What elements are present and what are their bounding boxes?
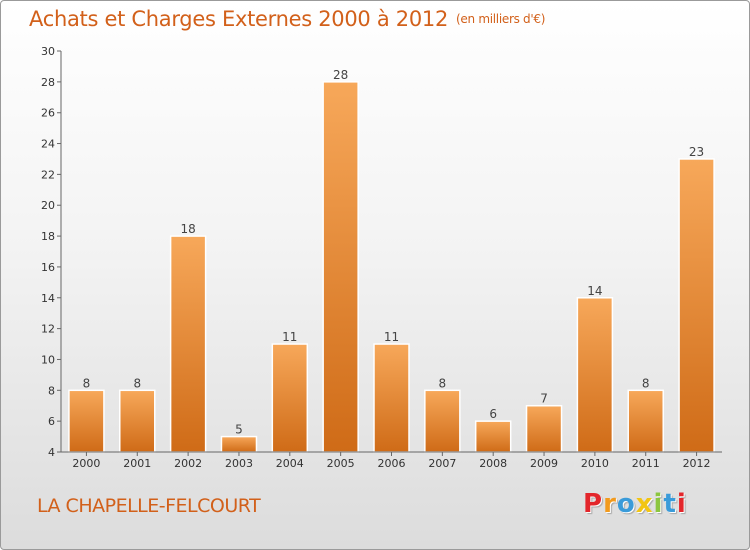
- chart-title-text: Achats et Charges Externes 2000 à 2012: [29, 7, 449, 31]
- bar: [322, 81, 359, 453]
- bar: [424, 389, 461, 453]
- x-tick-label: 2000: [72, 457, 100, 470]
- y-tick-label: 14: [41, 292, 55, 305]
- x-tick-label: 2010: [581, 457, 609, 470]
- bar: [68, 389, 105, 453]
- data-label: 8: [642, 376, 650, 390]
- bar: [271, 343, 309, 453]
- y-tick-label: 28: [41, 76, 55, 89]
- x-tick-label: 2001: [123, 457, 151, 470]
- x-tick-label: 2002: [174, 457, 202, 470]
- bars-group: 8 8 18 5 11 28 11 8 6 7 14 8 23: [68, 68, 715, 453]
- y-tick-label: 4: [48, 446, 55, 459]
- x-tick-label: 2012: [683, 457, 711, 470]
- y-tick-label: 20: [41, 199, 55, 212]
- bar: [220, 435, 258, 453]
- y-tick-label: 30: [41, 45, 55, 58]
- x-tick-label: 2007: [428, 457, 456, 470]
- bar: [525, 404, 563, 453]
- x-tick-label: 2006: [378, 457, 406, 470]
- bar: [474, 420, 512, 453]
- bar: [119, 389, 156, 453]
- bar: [169, 235, 207, 453]
- y-tick-label: 24: [41, 138, 55, 151]
- proxiti-logo: Proxiti: [583, 489, 687, 519]
- chart-subtitle: (en milliers d'€): [456, 12, 546, 26]
- data-label: 6: [489, 407, 497, 421]
- y-tick-label: 12: [41, 323, 55, 336]
- axes-group: 4 6 8 10 12 14 16 18 20 22 24 26 28 30 2000 2001 2002 200…: [41, 45, 722, 470]
- bar: [627, 389, 664, 453]
- y-tick-label: 8: [48, 384, 55, 397]
- y-tick-label: 26: [41, 107, 55, 120]
- y-tick-label: 10: [41, 353, 55, 366]
- data-label: 23: [689, 145, 704, 159]
- x-tick-label: 2003: [225, 457, 253, 470]
- chart-title: Achats et Charges Externes 2000 à 2012 (e…: [29, 7, 545, 31]
- commune-name: LA CHAPELLE-FELCOURT: [37, 495, 261, 517]
- bar: [373, 343, 410, 453]
- bar: [678, 158, 715, 453]
- x-tick-label: 2004: [276, 457, 304, 470]
- bar: [576, 297, 614, 453]
- data-label: 7: [540, 392, 548, 406]
- data-label: 5: [235, 423, 243, 437]
- y-tick-label: 6: [48, 415, 55, 428]
- data-label: 8: [133, 376, 141, 390]
- data-label: 8: [439, 376, 447, 390]
- data-label: 8: [83, 376, 91, 390]
- y-tick-label: 22: [41, 168, 55, 181]
- x-tick-label: 2011: [632, 457, 660, 470]
- y-tick-label: 16: [41, 261, 55, 274]
- x-tick-label: 2005: [327, 457, 355, 470]
- data-label: 11: [384, 330, 399, 344]
- x-tick-label: 2009: [530, 457, 558, 470]
- data-label: 28: [333, 68, 348, 82]
- x-tick-label: 2008: [479, 457, 507, 470]
- data-label: 18: [180, 222, 195, 236]
- data-label: 14: [587, 284, 602, 298]
- data-label: 11: [282, 330, 297, 344]
- y-tick-label: 18: [41, 230, 55, 243]
